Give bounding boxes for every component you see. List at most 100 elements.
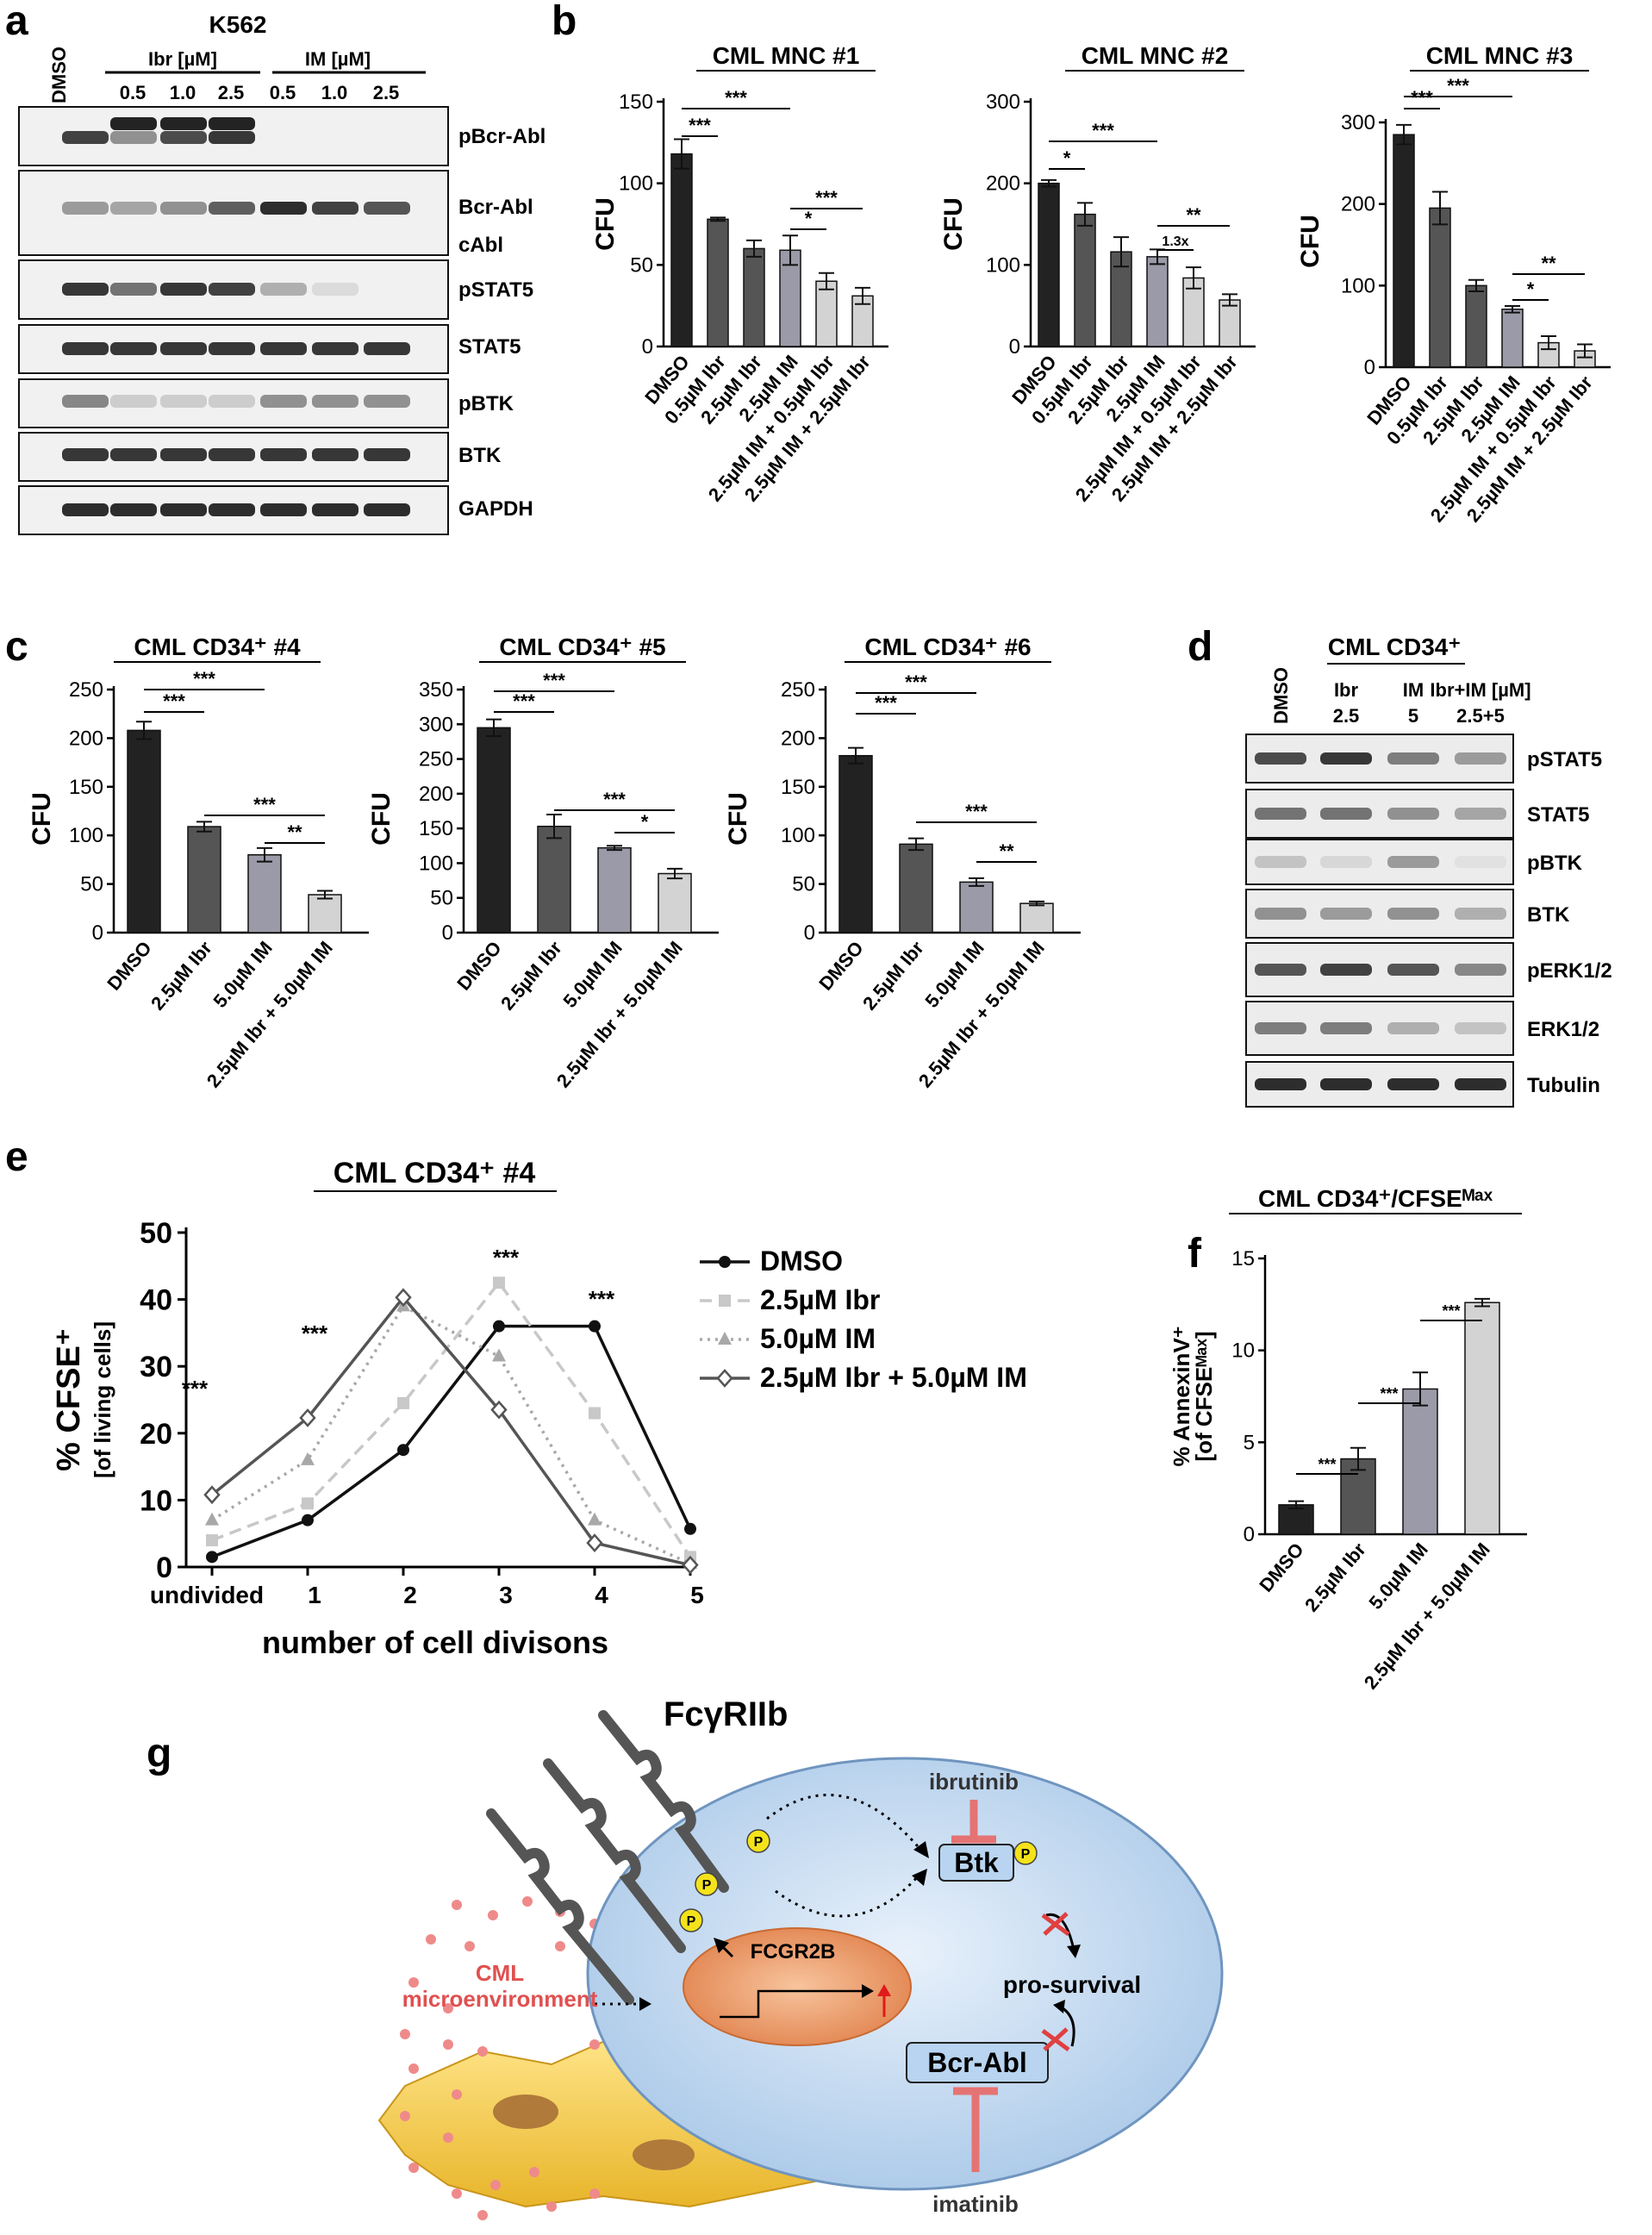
blot-a-band [260,395,307,408]
y-tick-label: 30 [140,1351,172,1383]
data-point [718,1332,732,1345]
data-point [302,1514,314,1526]
chart-cml-cd34-4: CML CD34⁺ #4050100150200250CFUDMSO2.5µM … [28,634,369,1091]
bar [1038,182,1060,347]
significance-label: *** [253,794,276,815]
significance-label: 1.3x [1162,234,1188,249]
y-tick-label: 200 [986,172,1020,196]
legend-label: 2.5µM Ibr [760,1284,880,1315]
significance-label: ** [1186,204,1201,226]
phospho-label: P [1021,1847,1031,1862]
blot-d-band [1320,908,1372,920]
significance-label: *** [193,668,215,690]
bar [1501,309,1524,368]
y-tick-label: 50 [80,873,103,896]
x-category-label: 2.5µM Ibr + 5.0µM IM [914,937,1049,1091]
significance-label: *** [1092,120,1114,141]
y-axis-label: CFU [367,792,396,846]
blot-a-band [62,202,109,215]
fcgr2b-receptors [486,1710,729,2005]
blot-a-band-label: pBcr-Abl [458,125,545,148]
blot-a-band [209,342,255,355]
bar [477,727,511,933]
bar [537,825,571,933]
significance-label: *** [1318,1456,1336,1473]
data-point [206,1533,218,1546]
blot-a-band [62,131,109,144]
y-axis-label: CFU [591,197,620,251]
blot-d-band [1320,856,1372,868]
signal-arrowhead [913,1841,929,1858]
significance-label: *** [182,1376,209,1402]
phospho-circles: P P P P [679,1829,1038,1932]
panel-label-b: b [552,0,577,44]
chart-title: CML MNC #1 [713,42,860,69]
significance-label: *** [965,801,988,822]
blot-a-band [312,283,358,296]
data-point [299,1408,316,1427]
panel-label-a: a [5,0,28,44]
bar [838,754,873,933]
data-point [586,1533,603,1552]
chart-title: CML CD34⁺/CFSEᴹᵃˣ [1258,1185,1493,1212]
x-tick-label: 5 [690,1582,704,1608]
blot-d-band [1255,964,1306,976]
blot-a-band [62,342,109,355]
blot-d-band-label: BTK [1527,903,1570,927]
significance-label: *** [1411,87,1433,109]
micro-dot [426,1934,436,1945]
microenvironment-label-1: CML [476,1960,524,1986]
y-tick-label: 100 [986,253,1020,277]
block-x [1041,1912,1070,1937]
blot-a-band [110,503,157,516]
series-line [211,1304,691,1565]
micro-dot [443,2003,453,2013]
x-category-label: 2.5µM Ibr [858,937,928,1014]
blot-d-lane-label: Ibr [1334,679,1359,701]
blot-d-lane-label: IM [1403,679,1424,701]
bar [1146,256,1169,347]
blot-a-band [312,202,358,215]
blot-a-band [62,503,109,516]
micro-dot [464,1941,475,1951]
blot-d-band [1387,1022,1439,1034]
y-axis-label: CFU [1296,215,1325,268]
significance-label: *** [725,87,747,109]
x-tick-label: 4 [595,1582,608,1608]
blot-a-band [160,503,207,516]
ibrutinib-label: ibrutinib [929,1769,1019,1795]
blot-a-band-label: pBTK [458,392,514,415]
blot-a-band [160,131,207,144]
blot-a-band [110,117,157,130]
x-category-label: DMSO [814,937,868,995]
y-tick-label: 100 [1341,274,1375,297]
data-point [302,1497,314,1510]
micro-dot [443,2132,453,2143]
data-point [682,1555,699,1575]
imatinib-label: imatinib [932,2191,1019,2217]
blot-d-dmso-label: DMSO [1270,667,1292,724]
significance-label: * [1527,278,1535,300]
blot-d-band-label: Tubulin [1527,1074,1600,1097]
micro-dot [408,2063,419,2074]
blot-d-band-label: pBTK [1527,852,1583,875]
blot-d-band [1320,808,1372,820]
y-tick-label: 0 [642,335,653,359]
blot-d-band [1455,752,1506,765]
significance-label: * [805,208,813,229]
y-tick-label: 0 [804,921,815,945]
blot-a-band [364,448,410,461]
micro-dot [408,1977,419,1988]
data-point [492,1348,506,1362]
bcrabl-survival-arrowhead [1053,2000,1065,2013]
legend-label: 5.0µM IM [760,1323,876,1354]
blot-a-band [312,395,358,408]
series-line [211,1324,692,1558]
y-tick-label: 350 [419,678,453,702]
blot-d-band [1387,964,1439,976]
y-tick-label: 150 [69,776,103,799]
data-point [205,1512,219,1526]
micro-dot [452,1900,462,1910]
